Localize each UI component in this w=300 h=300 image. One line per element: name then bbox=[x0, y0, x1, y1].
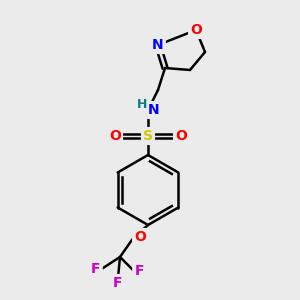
Text: H: H bbox=[137, 98, 147, 112]
Text: S: S bbox=[143, 129, 153, 143]
Text: N: N bbox=[148, 103, 160, 117]
Text: O: O bbox=[134, 230, 146, 244]
Text: F: F bbox=[91, 262, 101, 276]
Text: O: O bbox=[175, 129, 187, 143]
Text: F: F bbox=[134, 264, 144, 278]
Text: O: O bbox=[109, 129, 121, 143]
Text: F: F bbox=[113, 276, 123, 290]
Text: N: N bbox=[152, 38, 164, 52]
Text: O: O bbox=[190, 23, 202, 37]
